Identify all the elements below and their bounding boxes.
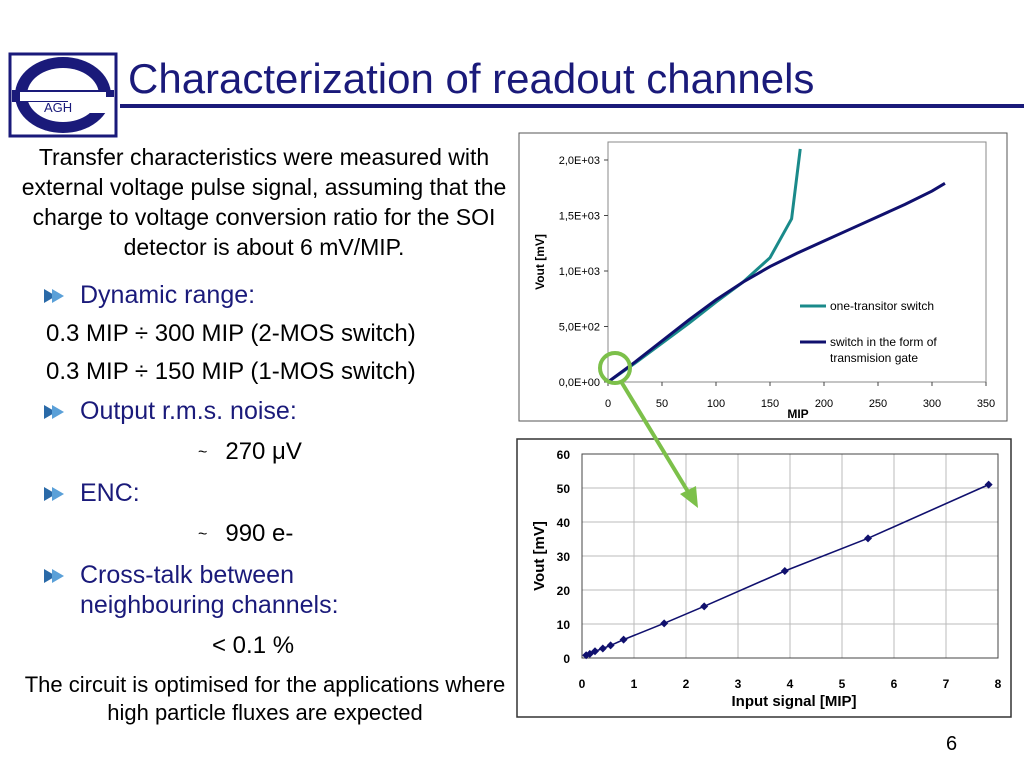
bullet-noise: Output r.m.s. noise: bbox=[42, 396, 297, 426]
data-point bbox=[591, 647, 599, 656]
y-axis-label: Vout [mV] bbox=[531, 521, 548, 591]
x-tick-label: 7 bbox=[943, 677, 950, 691]
x-tick-label: 50 bbox=[656, 398, 668, 410]
x-axis-label: MIP bbox=[787, 407, 808, 421]
logo-text: AGH bbox=[44, 100, 72, 115]
x-axis-label: Input signal [MIP] bbox=[732, 693, 857, 710]
x-tick-label: 100 bbox=[707, 398, 725, 410]
footer-text: The circuit is optimised for the applica… bbox=[24, 672, 506, 725]
data-point bbox=[619, 635, 628, 644]
x-tick-label: 300 bbox=[923, 398, 941, 410]
x-tick-label: 0 bbox=[579, 677, 586, 691]
data-point bbox=[780, 566, 789, 575]
dynamic-range-line-2: 0.3 MIP ÷ 150 MIP (1-MOS switch) bbox=[46, 358, 416, 385]
crosstalk-label-1: Cross-talk between bbox=[80, 561, 294, 589]
noise-value-line: ~270 μV bbox=[198, 438, 302, 466]
y-tick-label: 30 bbox=[557, 550, 571, 564]
intro-text: Transfer characteristics were measured w… bbox=[21, 144, 507, 260]
y-tick-label: 20 bbox=[557, 584, 571, 598]
noise-label: Output r.m.s. noise: bbox=[80, 397, 297, 425]
x-tick-label: 250 bbox=[869, 398, 887, 410]
x-tick-label: 2 bbox=[683, 677, 690, 691]
enc-value: 990 e- bbox=[225, 520, 294, 547]
x-tick-label: 150 bbox=[761, 398, 779, 410]
bullet-arrow-icon bbox=[44, 487, 64, 501]
data-point bbox=[984, 480, 993, 489]
data-point bbox=[598, 644, 607, 653]
y-tick-label: 2,0E+03 bbox=[559, 155, 600, 167]
x-tick-label: 200 bbox=[815, 398, 833, 410]
transfer-characteristics-chart: 0,0E+00 5,0E+02 1,0E+03 1,5E+03 2,0E+03 0 50 10… bbox=[518, 132, 1008, 422]
y-tick-label: 10 bbox=[557, 618, 571, 632]
page-title: Characterization of readout channels bbox=[128, 55, 815, 102]
y-tick-label: 60 bbox=[557, 448, 571, 462]
y-tick-label: 40 bbox=[557, 516, 571, 530]
y-tick-label: 0 bbox=[563, 652, 570, 666]
title-divider bbox=[120, 104, 1024, 108]
legend-label: one-transitor switch bbox=[830, 299, 934, 313]
y-tick-label: 1,5E+03 bbox=[559, 211, 600, 223]
chart-frame bbox=[516, 438, 1012, 718]
dynamic-range-line-1: 0.3 MIP ÷ 300 MIP (2-MOS switch) bbox=[46, 320, 416, 347]
y-tick-label: 50 bbox=[557, 482, 571, 496]
low-range-linearity-chart: 0 10 20 30 40 50 60 0 1 2 3 4 5 6 7 8 Input signal [MIP]… bbox=[516, 438, 1012, 718]
bullet-arrow-icon bbox=[44, 289, 64, 303]
y-tick-label: 5,0E+02 bbox=[559, 322, 600, 334]
page-number: 6 bbox=[946, 733, 958, 755]
legend-label: transmision gate bbox=[830, 351, 918, 365]
enc-tilde: ~ bbox=[198, 525, 208, 543]
bullet-dynamic-range: Dynamic range: bbox=[42, 280, 255, 310]
dynamic-range-label: Dynamic range: bbox=[80, 281, 256, 309]
x-tick-label: 3 bbox=[735, 677, 742, 691]
bullet-arrow-icon bbox=[44, 405, 64, 419]
x-tick-label: 8 bbox=[995, 677, 1002, 691]
legend-label: switch in the form of bbox=[830, 335, 937, 349]
x-tick-label: 0 bbox=[605, 398, 611, 410]
enc-label: ENC: bbox=[80, 479, 140, 507]
y-tick-label: 1,0E+03 bbox=[559, 266, 600, 278]
crosstalk-label-2: neighbouring channels: bbox=[80, 591, 339, 619]
x-tick-label: 1 bbox=[631, 677, 638, 691]
x-tick-label: 6 bbox=[891, 677, 898, 691]
enc-value-line: ~990 e- bbox=[198, 520, 293, 548]
plot-area bbox=[581, 453, 999, 659]
agh-logo: AGH bbox=[8, 52, 118, 138]
data-point bbox=[864, 534, 872, 543]
data-point bbox=[700, 602, 709, 611]
bullet-arrow-icon bbox=[44, 569, 64, 583]
noise-value: 270 μV bbox=[225, 438, 302, 465]
y-axis-label: Vout [mV] bbox=[533, 234, 547, 290]
noise-tilde: ~ bbox=[198, 443, 208, 461]
data-point bbox=[606, 641, 615, 650]
x-tick-label: 5 bbox=[839, 677, 846, 691]
bullet-enc: ENC: bbox=[42, 478, 140, 508]
bullet-crosstalk: Cross-talk between neighbouring channels: bbox=[42, 560, 339, 620]
x-tick-label: 4 bbox=[787, 677, 794, 691]
y-tick-label: 0,0E+00 bbox=[559, 377, 600, 389]
data-point bbox=[660, 619, 669, 628]
series-transmission-gate-line bbox=[607, 182, 946, 384]
x-tick-label: 350 bbox=[977, 398, 995, 410]
crosstalk-value: < 0.1 % bbox=[212, 632, 295, 659]
